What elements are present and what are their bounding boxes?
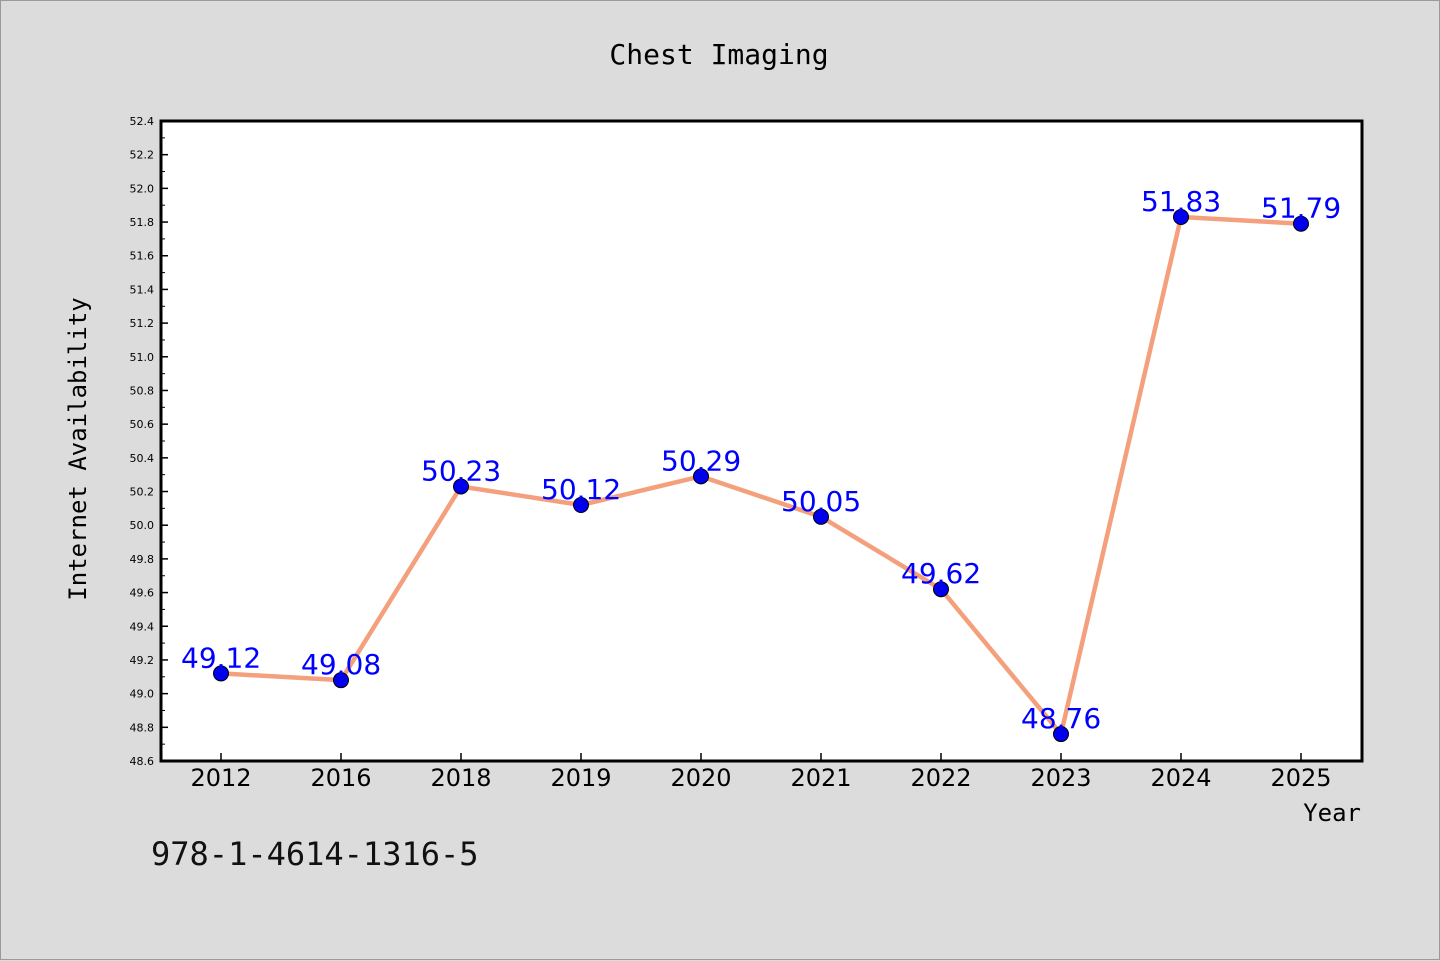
x-axis: 2012 2016 2018 2019 2020 2021 2022 2023 2024 2025 <box>190 753 1332 792</box>
y-axis: 48.6 48.8 49.0 49.2 49.4 49.6 49.8 50.0 50.2 50.4… <box>130 115 168 768</box>
y-tick-label: 50.4 <box>130 452 155 465</box>
series-line <box>220 214 1302 737</box>
y-tick-label: 50.0 <box>130 519 155 532</box>
data-label: 50.23 <box>421 454 501 487</box>
series-layer: 49.12 49.08 50.23 50.12 50.29 50.05 49.62 48.76… <box>181 185 1341 743</box>
data-label: 51.83 <box>1141 185 1221 218</box>
x-tick-label: 2020 <box>670 764 731 792</box>
y-tick-label: 48.6 <box>130 755 155 768</box>
y-tick-label: 49.2 <box>130 654 155 667</box>
y-tick-label: 51.2 <box>130 317 155 330</box>
data-label: 49.12 <box>181 641 261 674</box>
x-tick-label: 2025 <box>1270 764 1331 792</box>
data-point <box>1293 215 1309 232</box>
x-tick-label: 2024 <box>1150 764 1211 792</box>
y-tick-label: 50.2 <box>130 486 155 499</box>
y-tick-label: 49.4 <box>130 620 155 633</box>
y-tick-label: 50.8 <box>130 384 155 397</box>
y-tick-label: 51.0 <box>130 351 155 364</box>
x-tick-label: 2022 <box>910 764 971 792</box>
y-tick-label: 49.6 <box>130 587 155 600</box>
data-point <box>693 468 709 485</box>
data-label: 49.08 <box>301 648 381 681</box>
x-tick-label: 2012 <box>190 764 251 792</box>
data-point <box>933 581 949 598</box>
y-tick-label: 52.2 <box>130 149 155 162</box>
y-axis-label: Internet Availability <box>64 297 92 600</box>
y-tick-label: 51.6 <box>130 250 155 263</box>
data-point <box>1173 209 1189 225</box>
x-tick-label: 2021 <box>790 764 851 792</box>
data-point <box>573 497 589 513</box>
y-tick-label: 52.0 <box>130 182 155 195</box>
data-point <box>333 672 349 689</box>
data-label: 48.76 <box>1021 702 1101 735</box>
x-tick-label: 2016 <box>310 764 371 792</box>
data-label: 49.62 <box>901 557 981 590</box>
y-tick-label: 51.8 <box>130 216 155 229</box>
y-tick-label: 51.4 <box>130 283 155 296</box>
y-tick-label: 52.4 <box>130 115 155 128</box>
chart-title: Chest Imaging <box>609 38 828 71</box>
isbn-footer: 978-1-4614-1316-5 <box>151 835 479 873</box>
y-tick-label: 48.8 <box>130 721 155 734</box>
y-tick-label: 49.8 <box>130 553 155 566</box>
data-point <box>813 508 829 525</box>
data-point <box>213 665 229 682</box>
data-label: 50.29 <box>661 444 741 477</box>
data-point <box>453 478 469 495</box>
x-tick-label: 2023 <box>1030 764 1091 792</box>
plot-area <box>161 121 1362 761</box>
x-axis-label: Year <box>1303 799 1361 827</box>
data-label: 50.12 <box>541 473 621 506</box>
data-label: 51.79 <box>1261 192 1341 225</box>
x-tick-label: 2019 <box>550 764 611 792</box>
x-tick-label: 2018 <box>430 764 491 792</box>
data-point <box>1053 726 1069 743</box>
data-label: 50.05 <box>781 485 861 518</box>
y-tick-label: 50.6 <box>130 418 155 431</box>
y-tick-label: 49.0 <box>130 688 155 701</box>
